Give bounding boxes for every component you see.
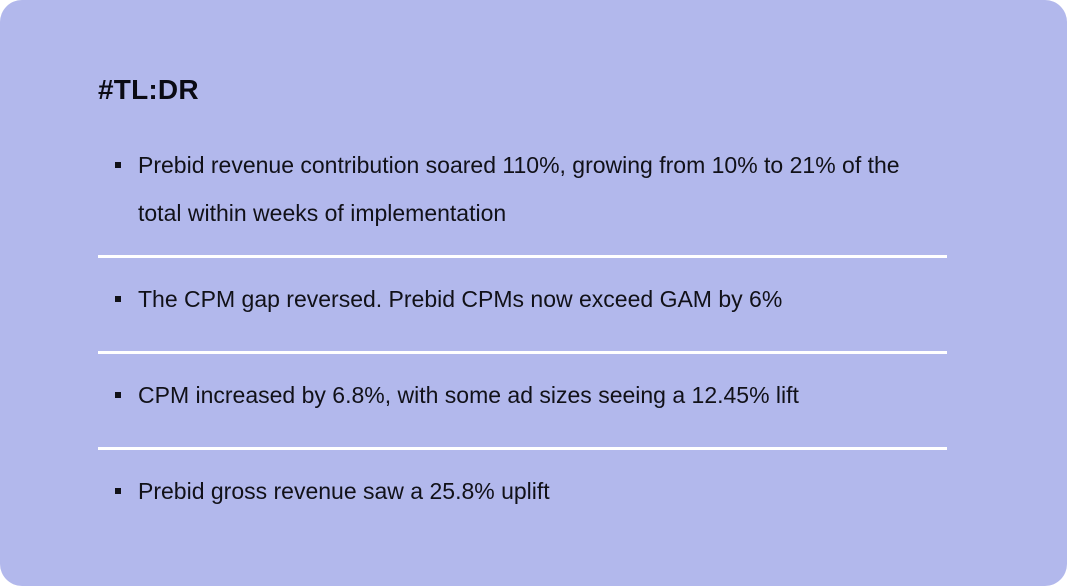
bullet-icon [115,488,121,494]
bullet-icon [115,162,121,168]
list-item-text: Prebid gross revenue saw a 25.8% uplift [138,478,550,504]
bullet-icon [115,392,121,398]
divider [98,255,947,258]
summary-list: Prebid revenue contribution soared 110%,… [98,141,947,520]
card-title: #TL:DR [98,74,199,105]
list-item: CPM increased by 6.8%, with some ad size… [98,354,947,447]
divider [98,351,947,354]
list-item: Prebid gross revenue saw a 25.8% uplift [98,450,947,520]
list-item-text: The CPM gap reversed. Prebid CPMs now ex… [138,286,783,312]
divider [98,447,947,450]
list-item: Prebid revenue contribution soared 110%,… [98,141,947,255]
bullet-icon [115,296,121,302]
list-item: The CPM gap reversed. Prebid CPMs now ex… [98,258,947,351]
list-item-text: CPM increased by 6.8%, with some ad size… [138,382,799,408]
list-item-text: Prebid revenue contribution soared 110%,… [138,152,900,226]
